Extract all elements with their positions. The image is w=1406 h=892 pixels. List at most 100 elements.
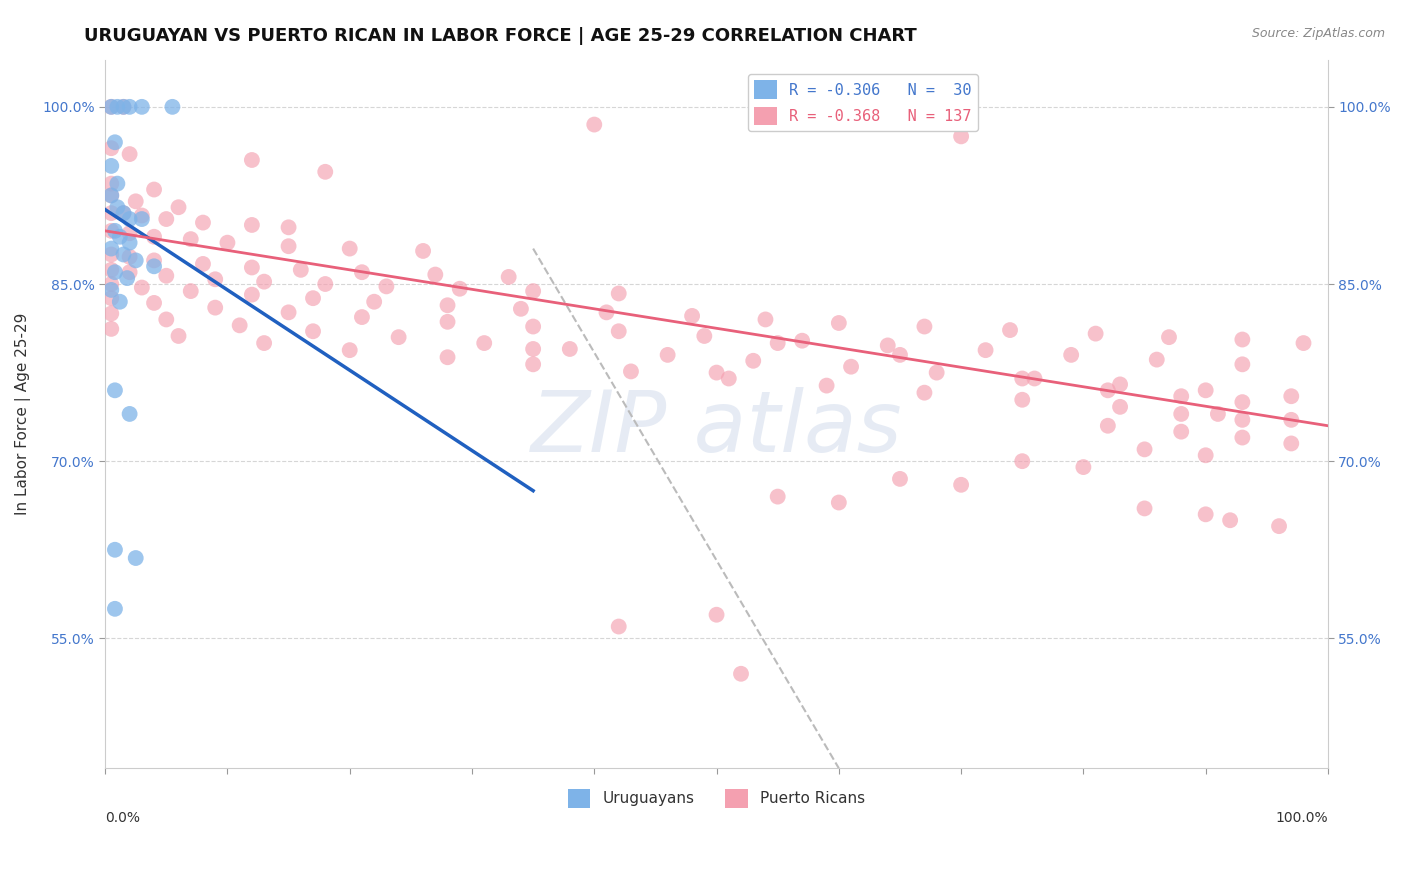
Legend: Uruguayans, Puerto Ricans: Uruguayans, Puerto Ricans <box>561 783 872 814</box>
Point <box>100 159 122 173</box>
Point <box>253 336 276 351</box>
Point <box>143 296 166 310</box>
Point <box>620 364 643 378</box>
Point <box>1084 326 1107 341</box>
Point <box>1219 513 1241 527</box>
Point <box>1097 418 1119 433</box>
Point <box>350 310 373 324</box>
Point <box>100 188 122 202</box>
Point <box>100 247 122 261</box>
Point <box>522 319 544 334</box>
Point <box>425 268 447 282</box>
Point <box>314 165 336 179</box>
Point <box>498 269 520 284</box>
Point <box>155 312 177 326</box>
Point <box>100 100 122 114</box>
Point <box>706 366 728 380</box>
Point <box>1170 407 1192 421</box>
Point <box>167 200 190 214</box>
Point <box>217 235 239 250</box>
Point <box>1279 413 1302 427</box>
Point <box>100 291 122 305</box>
Point <box>681 309 703 323</box>
Point <box>100 242 122 256</box>
Point <box>1279 389 1302 403</box>
Point <box>104 265 127 279</box>
Point <box>302 291 325 305</box>
Point <box>363 294 385 309</box>
Point <box>449 282 471 296</box>
Point <box>1232 333 1254 347</box>
Point <box>583 118 606 132</box>
Point <box>1073 460 1095 475</box>
Point <box>1157 330 1180 344</box>
Text: 0.0%: 0.0% <box>105 811 141 825</box>
Point <box>339 242 361 256</box>
Point <box>125 253 148 268</box>
Point <box>104 602 127 616</box>
Point <box>253 275 276 289</box>
Point <box>105 177 128 191</box>
Point <box>277 305 299 319</box>
Point <box>100 224 122 238</box>
Point <box>1232 357 1254 371</box>
Point <box>912 319 935 334</box>
Point <box>143 253 166 268</box>
Point <box>100 206 122 220</box>
Point <box>607 324 630 338</box>
Point <box>131 280 153 294</box>
Point <box>240 260 263 275</box>
Point <box>1024 371 1046 385</box>
Point <box>104 384 127 398</box>
Point <box>1109 400 1132 414</box>
Point <box>1268 519 1291 533</box>
Point <box>1060 348 1083 362</box>
Point <box>693 329 716 343</box>
Point <box>100 141 122 155</box>
Point <box>558 342 581 356</box>
Point <box>100 177 122 191</box>
Point <box>204 301 226 315</box>
Point <box>240 218 263 232</box>
Point <box>118 407 141 421</box>
Point <box>277 220 299 235</box>
Point <box>118 235 141 250</box>
Point <box>100 263 122 277</box>
Point <box>839 359 862 374</box>
Point <box>607 619 630 633</box>
Point <box>118 226 141 240</box>
Point <box>1232 413 1254 427</box>
Point <box>1170 425 1192 439</box>
Point <box>104 542 127 557</box>
Point <box>754 312 776 326</box>
Point <box>876 338 898 352</box>
Point <box>607 286 630 301</box>
Point <box>108 229 131 244</box>
Point <box>1097 384 1119 398</box>
Point <box>889 472 911 486</box>
Point <box>112 247 135 261</box>
Point <box>105 100 128 114</box>
Point <box>105 200 128 214</box>
Point <box>104 136 127 150</box>
Point <box>1279 436 1302 450</box>
Y-axis label: In Labor Force | Age 25-29: In Labor Force | Age 25-29 <box>15 313 31 515</box>
Point <box>828 316 851 330</box>
Point <box>1195 448 1218 462</box>
Point <box>155 212 177 227</box>
Point <box>115 271 138 285</box>
Point <box>522 284 544 298</box>
Point <box>436 350 458 364</box>
Text: URUGUAYAN VS PUERTO RICAN IN LABOR FORCE | AGE 25-29 CORRELATION CHART: URUGUAYAN VS PUERTO RICAN IN LABOR FORCE… <box>84 27 917 45</box>
Point <box>1232 431 1254 445</box>
Point <box>191 257 214 271</box>
Point <box>167 329 190 343</box>
Point <box>1292 336 1315 351</box>
Point <box>143 229 166 244</box>
Point <box>1170 389 1192 403</box>
Point <box>339 343 361 358</box>
Point <box>436 298 458 312</box>
Point <box>1133 501 1156 516</box>
Point <box>100 277 122 291</box>
Point <box>998 323 1021 337</box>
